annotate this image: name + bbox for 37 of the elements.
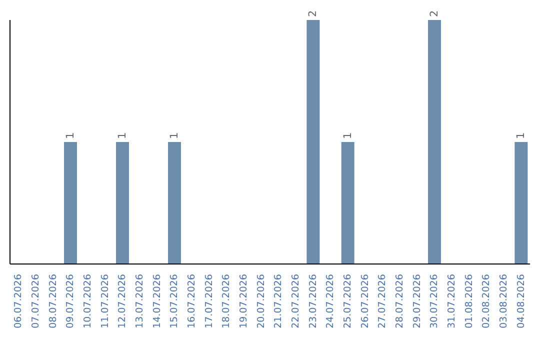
x-tick-label: 19.07.2026 — [238, 274, 250, 328]
x-tick-label: 28.07.2026 — [394, 274, 406, 328]
data-label: 2 — [307, 10, 320, 17]
data-label: 1 — [342, 132, 354, 139]
x-tick-label: 08.07.2026 — [48, 274, 59, 328]
x-tick-label: 10.07.2026 — [82, 274, 94, 328]
x-tick-label: 20.07.2026 — [256, 274, 267, 328]
data-label: 1 — [116, 132, 128, 139]
x-tick-label: 07.07.2026 — [30, 274, 42, 328]
x-tick-label: 24.07.2026 — [325, 274, 336, 328]
x-tick-label: 13.07.2026 — [134, 274, 146, 328]
x-tick-label: 03.08.2026 — [498, 274, 510, 328]
data-label: 2 — [428, 10, 440, 17]
x-tick-label: 16.07.2026 — [186, 274, 198, 328]
x-tick-label: 09.07.2026 — [65, 274, 76, 328]
x-tick-label: 30.07.2026 — [429, 274, 440, 328]
x-tick-label: 04.08.2026 — [516, 274, 527, 328]
data-label: 1 — [168, 132, 180, 139]
x-tick-label: 27.07.2026 — [377, 274, 388, 328]
data-label: 1 — [64, 132, 76, 139]
x-tick-label: 02.08.2026 — [481, 274, 492, 328]
x-tick-label: 11.07.2026 — [100, 274, 111, 328]
x-tick-label: 31.07.2026 — [446, 274, 458, 328]
x-tick-label: 18.07.2026 — [221, 274, 232, 328]
x-tick-label: 14.07.2026 — [152, 274, 163, 328]
x-tick-label: 17.07.2026 — [204, 274, 215, 328]
x-tick-label: 06.07.2026 — [13, 274, 24, 328]
x-tick-label: 25.07.2026 — [342, 274, 354, 328]
x-tick-label: 26.07.2026 — [360, 274, 371, 328]
x-tick-label: 12.07.2026 — [117, 274, 128, 328]
x-tick-label: 29.07.2026 — [412, 274, 423, 328]
x-tick-label: 01.08.2026 — [464, 274, 475, 328]
x-tick-label: 22.07.2026 — [290, 274, 302, 328]
x-tick-label: 21.07.2026 — [273, 274, 284, 328]
x-tick-label: 23.07.2026 — [308, 274, 319, 328]
x-tick-label: 15.07.2026 — [169, 274, 180, 328]
data-label: 1 — [515, 132, 528, 139]
